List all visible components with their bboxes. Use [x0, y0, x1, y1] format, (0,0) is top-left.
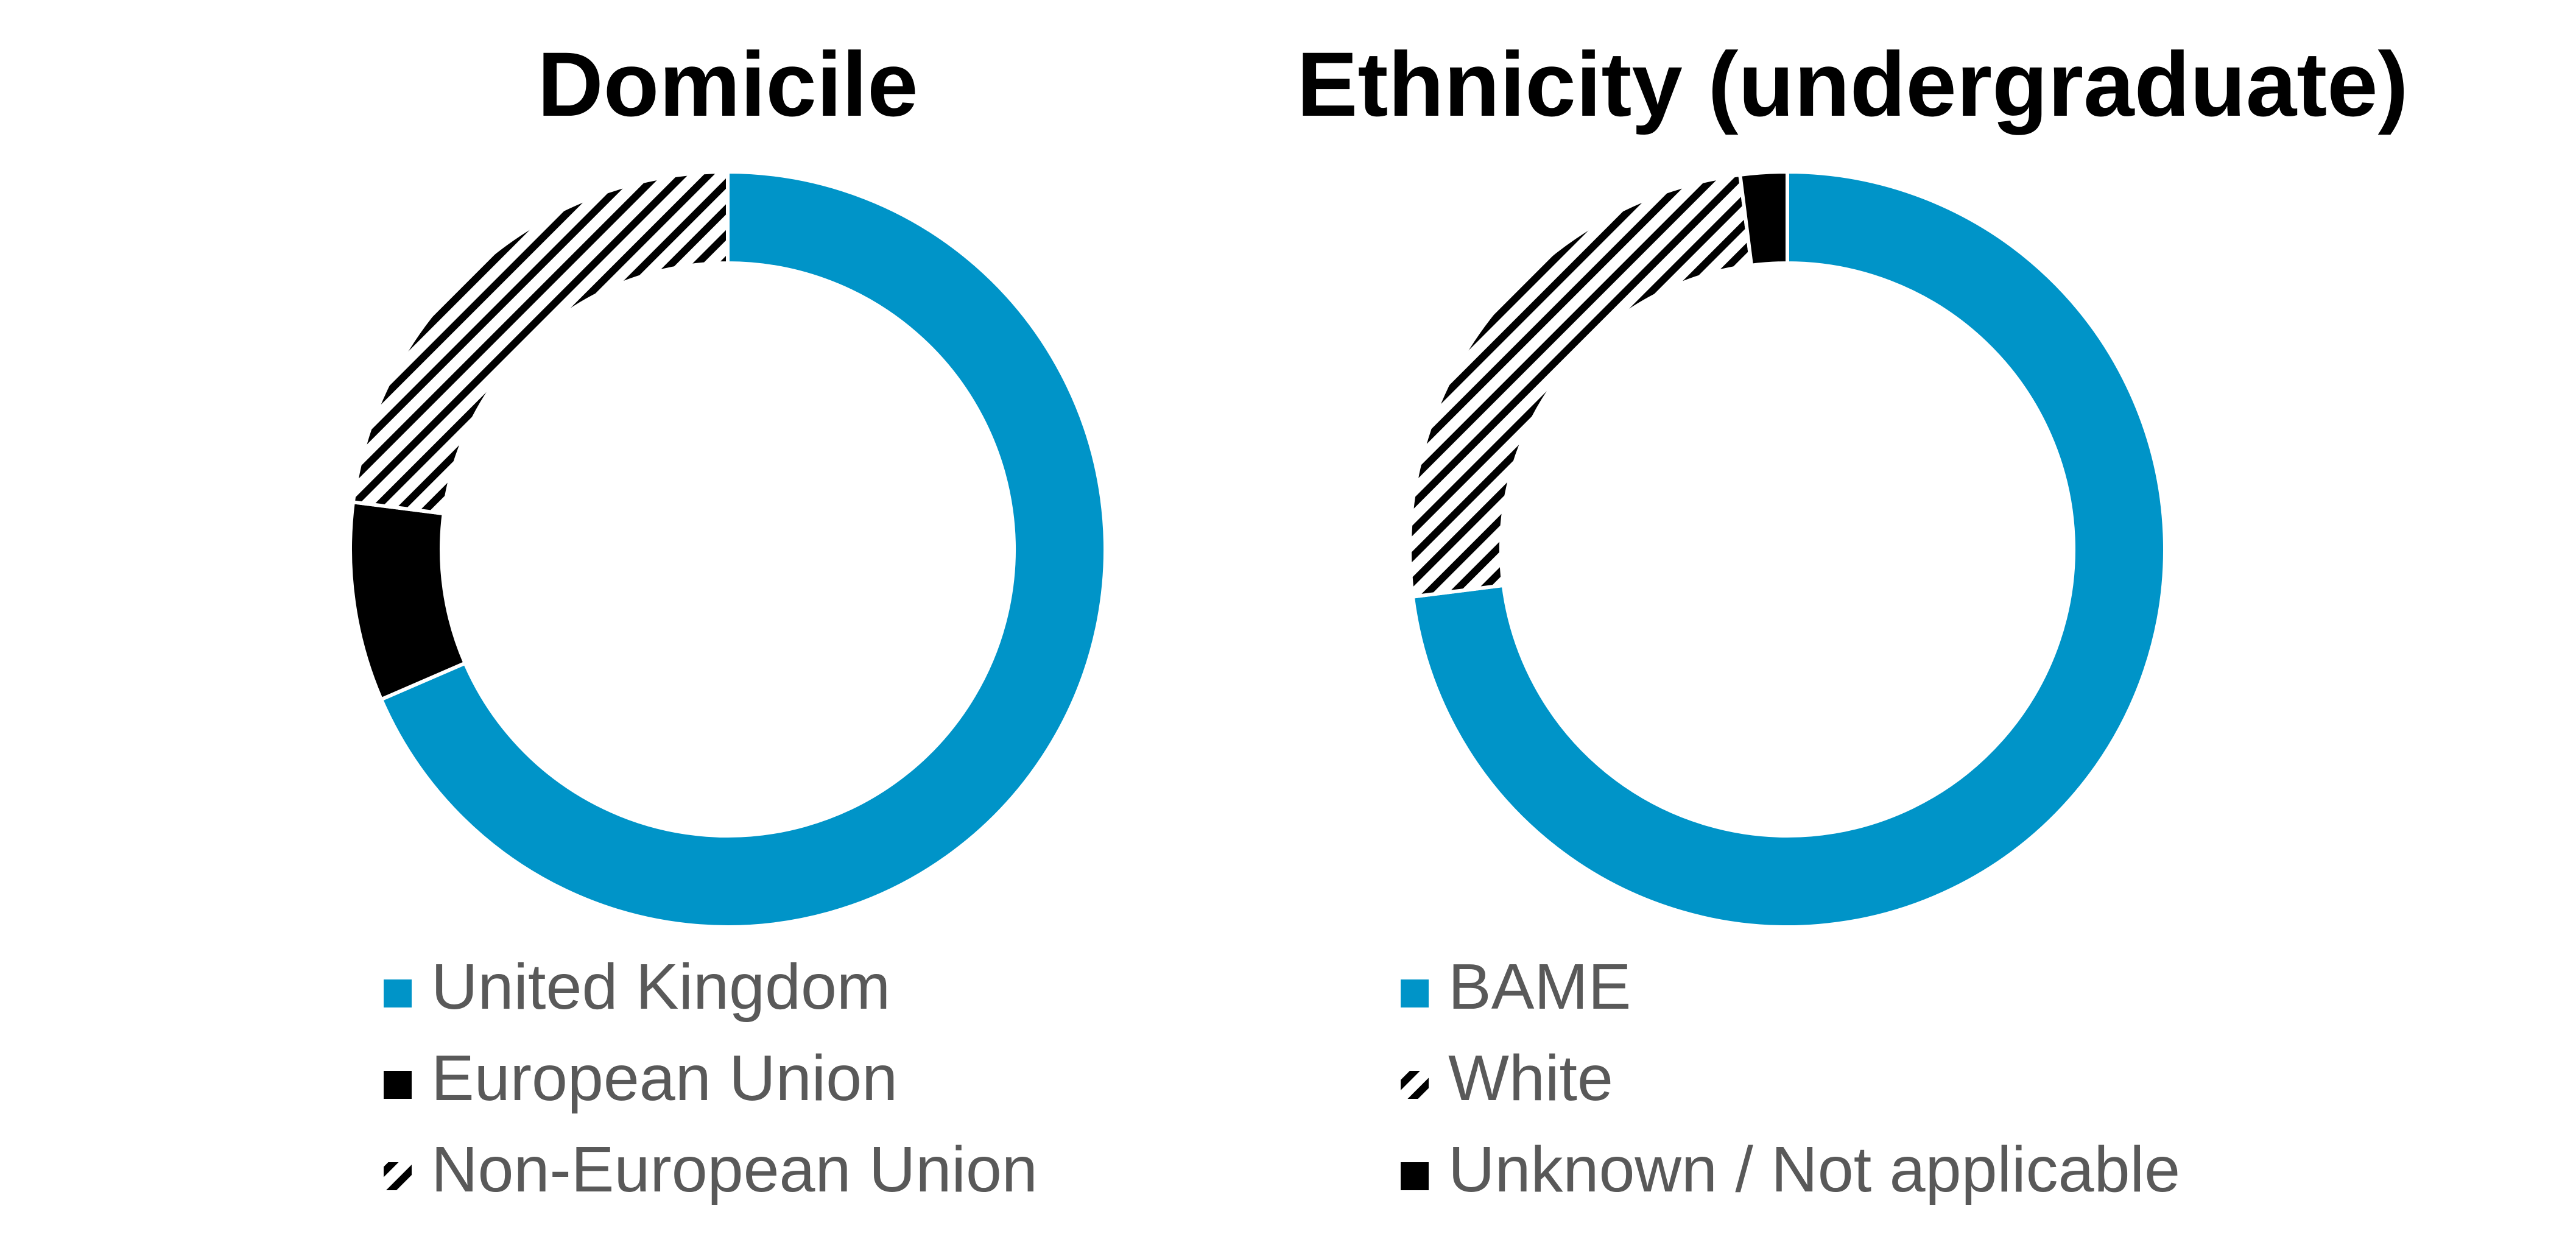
legend-swatch-united-kingdom [384, 979, 412, 1007]
slice-white [1408, 172, 1754, 599]
slice-european-union [348, 499, 468, 702]
ethnicity-legend: BAME White Unknown / Not applicable [1401, 951, 2180, 1205]
domicile-chart: Domicile United Kingdom European Union Non… [348, 33, 1107, 1205]
legend-label-unknown-not-applicable: Unknown / Not applicable [1448, 1134, 2180, 1205]
legend-swatch-non-european-union [384, 1162, 412, 1190]
legend-label-bame: BAME [1448, 951, 1631, 1023]
legend-label-non-european-union: Non-European Union [431, 1134, 1038, 1205]
slice-unknown-not-applicable [1737, 169, 1789, 268]
slice-non-european-union [351, 169, 730, 516]
legend-swatch-unknown-not-applicable [1401, 1162, 1429, 1190]
legend-label-united-kingdom: United Kingdom [431, 951, 890, 1023]
legend-label-white: White [1448, 1042, 1613, 1114]
ethnicity-chart: Ethnicity (undergraduate) BAME White Unkno… [1297, 33, 2408, 1205]
domicile-chart-title: Domicile [537, 33, 918, 135]
legend-swatch-european-union [384, 1071, 412, 1099]
legend-swatch-white [1401, 1071, 1429, 1099]
slice-united-kingdom [379, 169, 1107, 929]
slice-bame [1410, 169, 2167, 929]
ethnicity-donut [1408, 169, 2167, 929]
domicile-legend: United Kingdom European Union Non-European… [384, 951, 1038, 1205]
domicile-donut [348, 169, 1107, 929]
legend-swatch-bame [1401, 979, 1429, 1007]
ethnicity-chart-title: Ethnicity (undergraduate) [1297, 33, 2408, 135]
legend-label-european-union: European Union [431, 1042, 898, 1114]
